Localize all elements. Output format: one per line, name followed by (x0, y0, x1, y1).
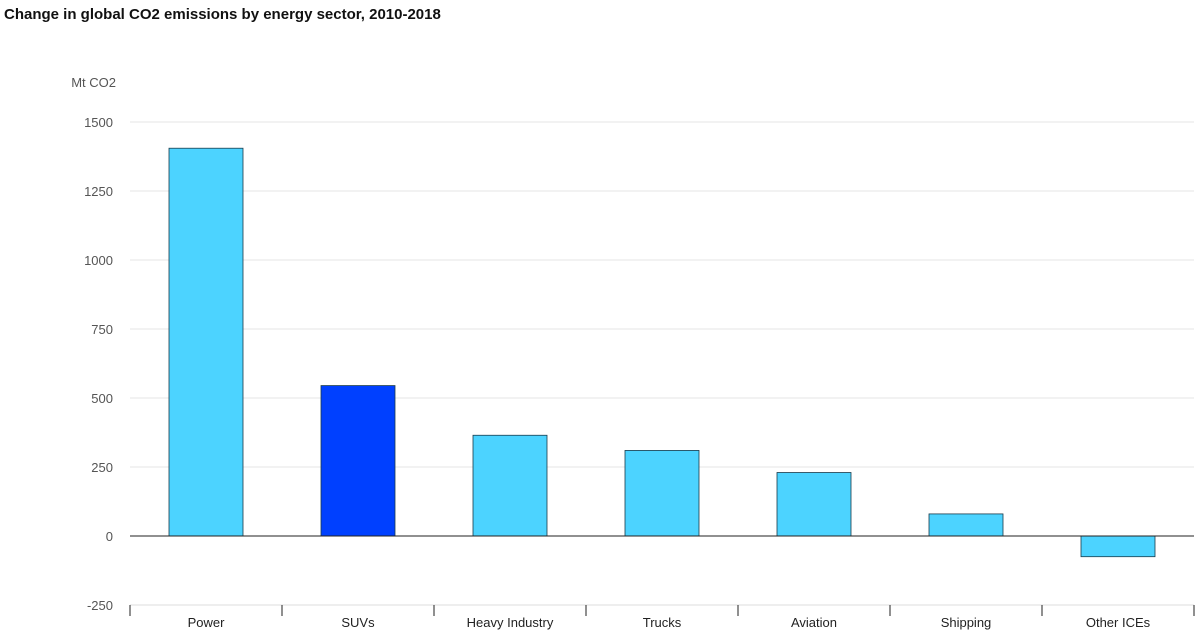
x-axis: Power SUVs Heavy Industry Trucks Aviation Shi… (129, 604, 1195, 630)
y-tick-label: 750 (91, 322, 113, 337)
y-tick-label: 1000 (84, 253, 113, 268)
bar-power (168, 147, 244, 537)
bar-aviation (776, 472, 852, 537)
x-category-label: Other ICEs (1086, 615, 1151, 630)
bars (168, 147, 1156, 558)
bar-heavy-industry (472, 434, 548, 537)
x-category-label: Power (188, 615, 226, 630)
bar-trucks (624, 450, 700, 537)
x-category-label: Shipping (941, 615, 992, 630)
y-axis-unit-label: Mt CO2 (71, 75, 116, 90)
y-tick-label: -250 (87, 598, 113, 613)
y-tick-label: 500 (91, 391, 113, 406)
bar-other-ices (1080, 535, 1156, 558)
x-category-label: Aviation (791, 615, 837, 630)
y-axis-ticks: 1500 1250 1000 750 500 250 0 -250 (84, 115, 113, 613)
gridlines (130, 121, 1194, 468)
y-tick-label: 0 (106, 529, 113, 544)
bar-suvs (320, 385, 396, 537)
x-category-label: Heavy Industry (467, 615, 554, 630)
bar-shipping (928, 513, 1004, 537)
y-tick-label: 1250 (84, 184, 113, 199)
x-category-label: SUVs (341, 615, 375, 630)
chart-title: Change in global CO2 emissions by energy… (4, 6, 441, 23)
y-tick-label: 1500 (84, 115, 113, 130)
x-category-label: Trucks (643, 615, 682, 630)
y-tick-label: 250 (91, 460, 113, 475)
